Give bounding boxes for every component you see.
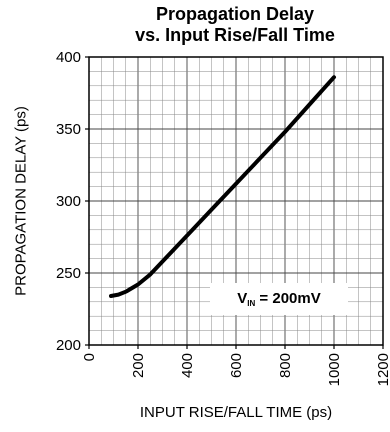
chart-title: Propagation Delay [155, 4, 315, 24]
y-tick-label: 300 [56, 193, 81, 210]
y-tick-label: 350 [56, 121, 81, 138]
annotation-text: = 200mV [255, 290, 321, 307]
x-tick-label: 0 [81, 353, 98, 361]
x-tick-label: 800 [277, 353, 294, 378]
x-axis-label: INPUT RISE/FALL TIME (ps) [139, 404, 333, 421]
y-tick-label: 400 [56, 49, 81, 66]
x-tick-label: 200 [130, 353, 147, 378]
x-tick-label: 1000 [326, 353, 343, 386]
chart-subtitle: vs. Input Rise/Fall Time [135, 25, 335, 45]
annotation-symbol: V [237, 290, 248, 307]
y-axis-label: PROPAGATION DELAY (ps) [12, 106, 30, 296]
y-tick-label: 250 [56, 265, 81, 282]
x-tick-label: 1200 [375, 353, 390, 386]
x-tick-label: 600 [228, 353, 245, 378]
annotation-subscript: IN [247, 299, 256, 308]
x-tick-label: 400 [179, 353, 196, 378]
y-tick-label: 200 [56, 337, 81, 354]
vin-annotation: VIN = 200mV [210, 283, 348, 315]
